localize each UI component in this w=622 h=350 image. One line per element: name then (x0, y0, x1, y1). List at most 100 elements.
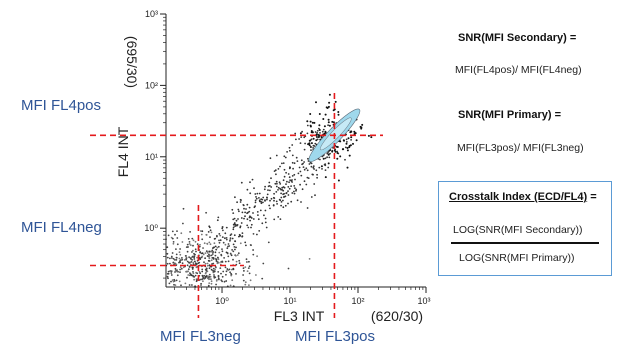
event-dot (230, 254, 233, 257)
event-dot (210, 282, 213, 285)
event-dot (277, 216, 280, 218)
event-dot (260, 198, 263, 201)
event-dot (270, 177, 272, 180)
event-dot (252, 218, 255, 220)
event-dot (179, 271, 181, 273)
event-dot (199, 243, 201, 246)
event-dot (313, 183, 316, 185)
event-dot (256, 233, 258, 236)
event-dot (266, 198, 268, 201)
event-dot (175, 248, 177, 251)
event-dot (277, 186, 280, 189)
event-dot (352, 142, 354, 145)
event-dot (312, 173, 314, 176)
event-dot (214, 254, 217, 257)
event-dot (285, 192, 288, 195)
event-dot (243, 207, 245, 210)
event-dot (279, 218, 282, 221)
event-dot (232, 228, 235, 231)
event-dot (202, 280, 204, 283)
event-dot (246, 224, 249, 227)
event-dot (250, 244, 252, 247)
event-dot (281, 186, 284, 189)
event-dot (267, 241, 270, 244)
event-dot (228, 245, 231, 247)
event-dot (348, 144, 351, 147)
event-dot (192, 249, 194, 252)
event-dot (242, 267, 245, 270)
event-dot (269, 207, 271, 210)
event-dot (361, 123, 364, 126)
event-dot (213, 276, 216, 279)
event-dot (207, 259, 210, 262)
event-dot (216, 234, 218, 237)
event-dot (336, 152, 339, 154)
event-dot (169, 262, 171, 265)
event-dot (180, 258, 183, 261)
snr-primary-formula: MFI(FL3pos)/ MFI(FL3neg) (457, 142, 584, 154)
event-dot (227, 243, 230, 245)
event-dot (250, 223, 253, 226)
event-dot (191, 284, 193, 286)
event-dot (327, 153, 330, 156)
event-dot (171, 237, 174, 240)
crosstalk-title: Crosstalk Index (ECD/FL4) = (449, 191, 597, 203)
event-dot (186, 243, 189, 246)
event-dot (248, 210, 251, 213)
event-dot (235, 219, 238, 222)
event-dot (286, 151, 288, 153)
event-dot (273, 199, 275, 202)
event-dot (306, 120, 309, 123)
event-dot (298, 166, 301, 169)
event-dot (213, 273, 215, 276)
event-dot (229, 284, 232, 287)
event-dot (172, 241, 175, 243)
event-dot (238, 210, 240, 213)
event-dot (287, 173, 290, 175)
event-dot (206, 251, 209, 254)
event-dot (233, 246, 236, 248)
event-dot (312, 137, 315, 140)
event-dot (220, 253, 223, 256)
event-dot (218, 241, 221, 244)
event-dot (314, 131, 317, 133)
event-dot (188, 284, 191, 286)
event-dot (286, 180, 288, 183)
event-dot (194, 260, 196, 263)
event-dot (213, 246, 216, 249)
event-dot (185, 257, 188, 259)
event-dot (292, 167, 294, 170)
event-dot (192, 271, 194, 273)
event-dot (275, 185, 278, 188)
event-dot (205, 267, 208, 270)
event-dot (214, 266, 217, 268)
event-dot (192, 261, 195, 264)
event-dot (239, 201, 242, 203)
event-dot (246, 203, 249, 206)
event-dot (191, 259, 194, 261)
event-dot (238, 235, 240, 238)
event-dot (196, 243, 199, 246)
event-dot (240, 222, 243, 224)
event-dot (294, 132, 297, 135)
event-dot (284, 156, 287, 159)
event-dot (179, 266, 182, 268)
event-dot (187, 268, 190, 271)
event-dot (256, 255, 258, 258)
event-dot (277, 189, 279, 191)
event-dot (297, 172, 300, 175)
event-dot (280, 192, 282, 195)
event-dot (284, 204, 287, 207)
event-dot (298, 138, 300, 140)
event-dot (346, 147, 349, 149)
event-dot (324, 176, 327, 179)
event-dot (192, 244, 194, 247)
event-dot (192, 263, 195, 265)
event-dot (186, 260, 189, 263)
event-dot (235, 260, 238, 263)
event-dot (291, 161, 294, 164)
event-dot (336, 157, 339, 160)
event-dot (321, 130, 324, 133)
event-dot (211, 253, 214, 255)
event-dot (238, 259, 241, 262)
